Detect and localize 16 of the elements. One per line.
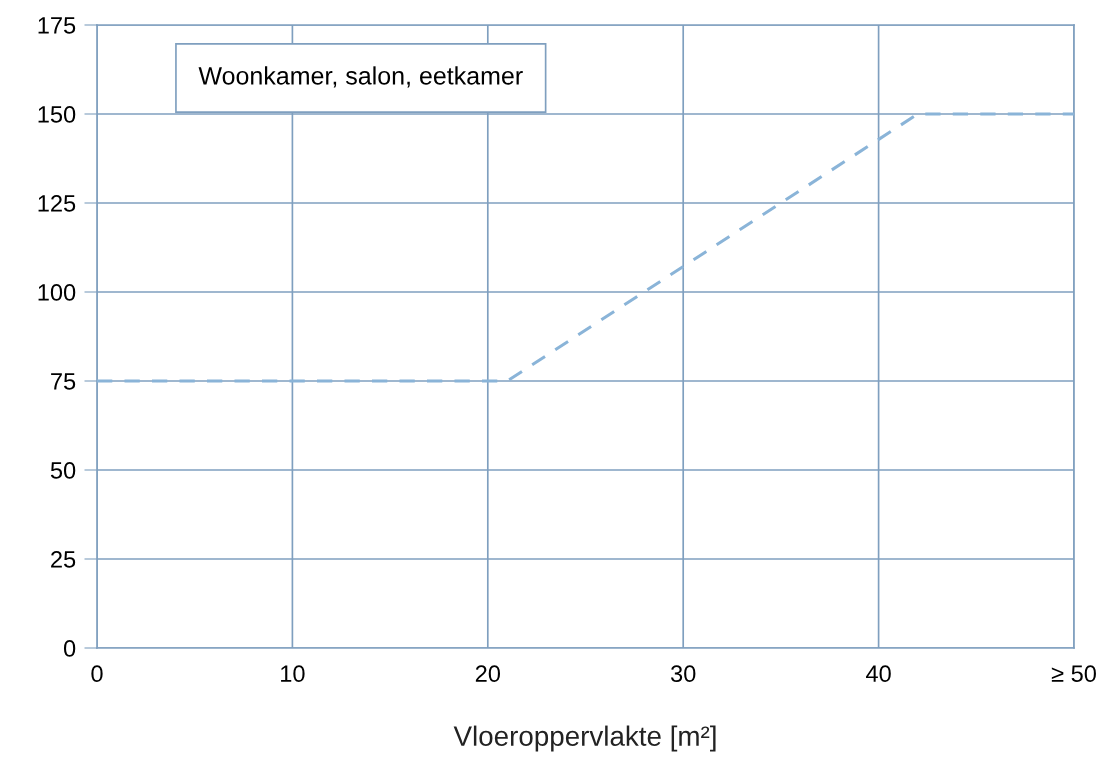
y-tick-label: 150 [38, 106, 76, 123]
annotation: Woonkamer, salon, eetkamer [198, 66, 523, 88]
x-tick-label: 30 [670, 665, 696, 683]
x-tick-label: 40 [866, 665, 891, 683]
y-tick-label: 175 [38, 17, 76, 34]
y-tick-label: 100 [38, 284, 76, 301]
x-tick-label: ≥ 50 [1051, 665, 1096, 683]
y-tick-label: 125 [38, 195, 76, 212]
y-tick-label: 25 [51, 551, 76, 568]
x-tick-label: 20 [475, 665, 501, 683]
y-tick-label: 75 [51, 373, 76, 390]
y-tick-label: 0 [63, 640, 76, 657]
x-tick-label: 0 [91, 665, 103, 683]
x-tick-label: 10 [281, 665, 305, 683]
x-axis-title: Vloeroppervlakte [m²] [453, 725, 716, 752]
y-tick-label: 50 [50, 462, 76, 479]
